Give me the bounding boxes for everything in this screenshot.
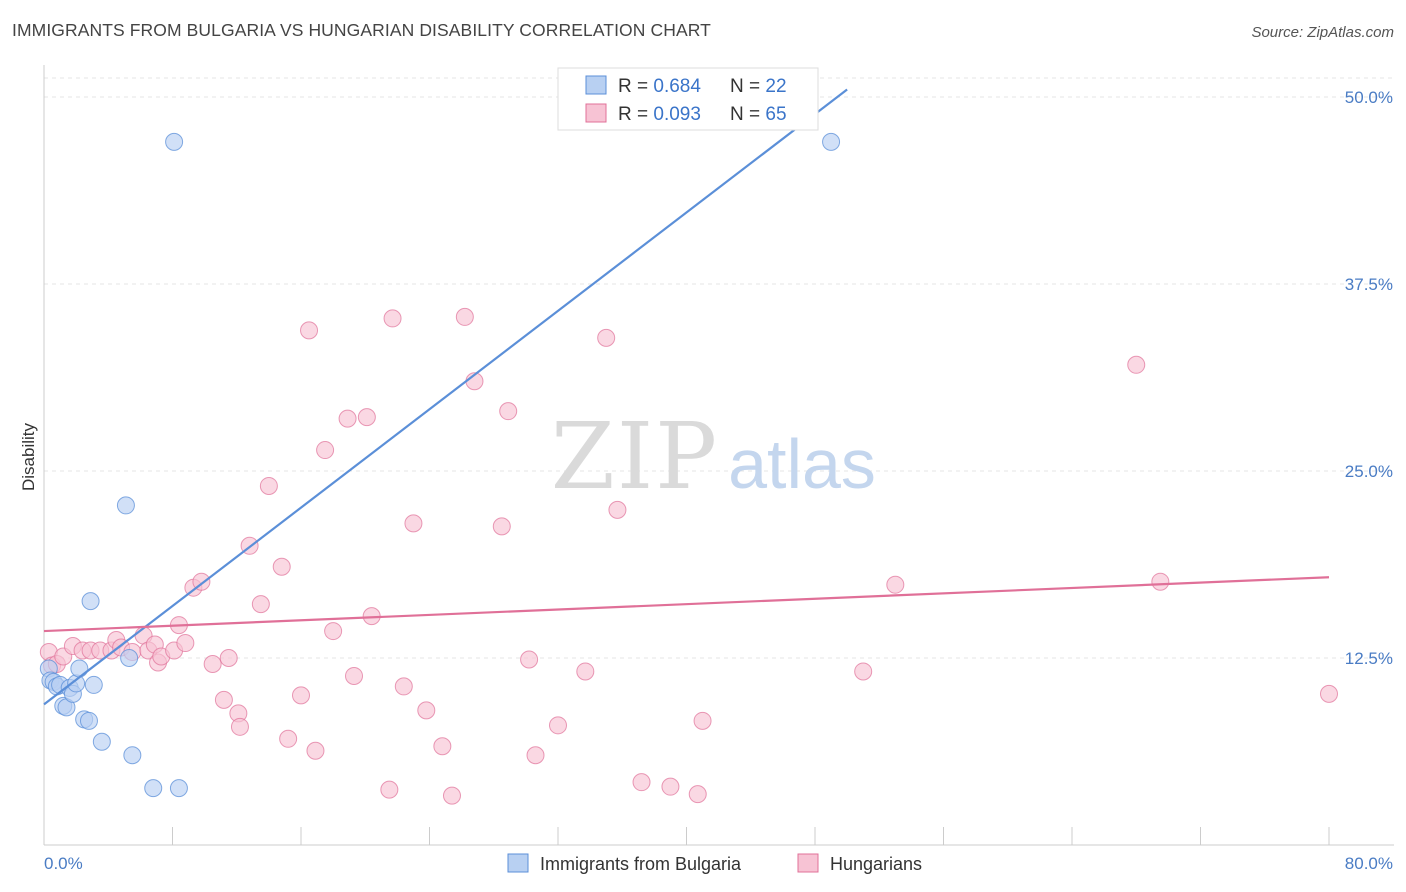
hungarians-point [442,786,461,805]
hungarians-point [608,500,627,519]
bulgaria-point [144,779,163,798]
bulgaria-point [70,659,89,678]
bulgaria-trend-line [43,88,848,706]
hungarians-point [661,777,680,796]
x-axis-min-label: 0.0% [44,854,83,873]
series-label-bulgaria: Immigrants from Bulgaria [540,854,742,874]
watermark-zip: ZIP [551,403,719,510]
hungarians-point [499,402,518,421]
hungarians-point [338,409,357,428]
bulgaria-point [79,711,98,730]
hungarians-point [854,662,873,681]
hungarians-point [394,677,413,696]
svg-text:N = 65: N = 65 [730,104,787,125]
hungarians-point [230,717,249,736]
bulgaria-point [116,496,135,515]
bulgaria-point [169,779,188,798]
hungarians-point [688,785,707,804]
axes: 12.5% 25.0% 37.5% 50.0% [43,65,1394,846]
trend-lines [43,88,1330,706]
hungarians-point [526,746,545,765]
legend-n-value-1: 22 [765,76,786,97]
hungarians-point [693,711,712,730]
legend-r-label-2: R = [618,104,653,125]
hungarians-point [417,701,436,720]
legend: R = 0.684 N = 22 R = 0.093 N = 65 [557,67,819,131]
grid [44,77,1394,659]
legend-swatch-hungarians [585,103,607,123]
legend-r-value-2: 0.093 [653,104,701,125]
hungarians-point [520,650,539,669]
hungarians-point [214,690,233,709]
bulgaria-point [92,732,111,751]
hungarians-point [632,773,651,792]
series-swatch-bulgaria [507,853,529,873]
hungarians-point [455,307,474,326]
legend-n-label-1: N = [730,76,765,97]
watermark: ZIP atlas [551,403,876,510]
hungarians-point [433,737,452,756]
bulgaria-point [165,132,184,151]
hungarians-point [492,517,511,536]
hungarians-point [1151,572,1170,591]
hungarians-point [219,649,238,667]
y-axis-label: Disability [19,422,38,491]
hungarians-point [306,741,325,760]
svg-text:R = 0.093: R = 0.093 [618,104,701,125]
legend-n-label-2: N = [730,104,765,125]
hungarians-point [380,780,399,799]
legend-n-value-2: 65 [765,104,786,125]
hungarians-trend-line [43,576,1330,633]
hungarians-point [576,662,595,681]
hungarians-point [345,666,364,685]
bulgaria-points [39,132,841,798]
hungarians-point [1320,684,1338,703]
hungarians-point [316,441,335,460]
hungarians-point [259,476,278,495]
hungarians-point [292,686,310,705]
hungarians-points [39,307,1338,805]
y-tick-label: 37.5% [1345,275,1393,294]
svg-text:R = 0.684: R = 0.684 [618,76,701,97]
hungarians-point [1127,355,1146,374]
hungarians-point [357,408,376,427]
series-legend: Immigrants from Bulgaria Hungarians [507,853,922,874]
chart-title: IMMIGRANTS FROM BULGARIA VS HUNGARIAN DI… [12,20,711,40]
hungarians-point [272,557,291,576]
hungarians-point [176,634,195,653]
y-tick-label: 25.0% [1345,462,1393,481]
hungarians-point [279,729,298,748]
hungarians-point [300,321,319,340]
svg-text:N = 22: N = 22 [730,76,787,97]
x-axis-max-label: 80.0% [1345,854,1393,873]
bulgaria-point [120,649,139,667]
hungarians-point [251,595,270,614]
hungarians-point [324,622,343,641]
y-tick-label: 50.0% [1345,88,1393,107]
hungarians-point [886,575,905,594]
legend-r-value-1: 0.684 [653,76,701,97]
hungarians-point [404,514,423,533]
legend-r-label-1: R = [618,76,653,97]
bulgaria-point [84,675,103,694]
hungarians-point [383,309,402,328]
bulgaria-point [123,746,142,765]
y-tick-label: 12.5% [1345,649,1393,668]
series-swatch-hungarians [797,853,819,873]
bulgaria-point [81,592,100,611]
hungarians-point [549,716,567,735]
bulgaria-point [822,132,841,151]
hungarians-point [203,654,222,673]
watermark-atlas: atlas [728,425,876,503]
hungarians-point [597,328,616,347]
series-label-hungarians: Hungarians [830,854,922,874]
source-credit: Source: ZipAtlas.com [1251,24,1394,41]
legend-swatch-bulgaria [585,75,607,95]
